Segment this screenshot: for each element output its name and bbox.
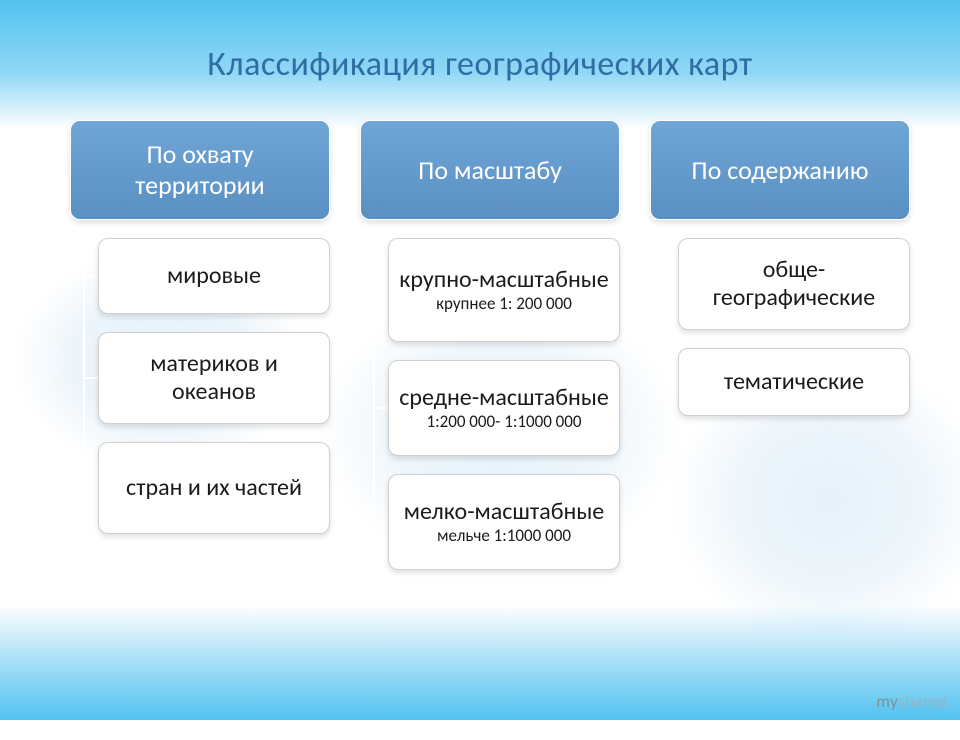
column-1: По масштабу крупно-масштабныекрупнее 1: 2…: [360, 120, 620, 570]
column-header: По масштабу: [360, 120, 620, 220]
column-2: По содержанию обще-географические тематиче…: [650, 120, 910, 570]
item-sub: 1:200 000- 1:1000 000: [426, 413, 581, 432]
item-box: тематические: [678, 348, 910, 416]
columns-container: По охвату территории мировые материков и о…: [70, 120, 910, 570]
page-title: Классификация географических карт: [0, 44, 960, 85]
column-0: По охвату территории мировые материков и о…: [70, 120, 330, 570]
watermark-right: shared: [898, 691, 948, 712]
item-box: стран и их частей: [98, 442, 330, 534]
item-main: материков и океанов: [107, 350, 321, 405]
watermark-left: my: [876, 691, 898, 712]
item-box: средне-масштабные1:200 000- 1:1000 000: [388, 360, 620, 456]
item-box: материков и океанов: [98, 332, 330, 424]
column-header: По содержанию: [650, 120, 910, 220]
item-main: мировые: [167, 262, 261, 290]
item-main: средне-масштабные: [399, 384, 609, 412]
item-box: крупно-масштабныекрупнее 1: 200 000: [388, 238, 620, 342]
watermark: myshared: [876, 691, 948, 712]
column-header: По охвату территории: [70, 120, 330, 220]
item-sub: крупнее 1: 200 000: [436, 295, 572, 314]
item-main: тематические: [724, 368, 864, 396]
item-sub: мельче 1:1000 000: [437, 527, 571, 546]
item-box: мировые: [98, 238, 330, 314]
item-main: стран и их частей: [126, 474, 302, 502]
item-box: мелко-масштабныемельче 1:1000 000: [388, 474, 620, 570]
item-main: мелко-масштабные: [404, 498, 605, 526]
item-main: обще-географические: [687, 256, 901, 311]
item-box: обще-географические: [678, 238, 910, 330]
item-main: крупно-масштабные: [399, 266, 608, 294]
